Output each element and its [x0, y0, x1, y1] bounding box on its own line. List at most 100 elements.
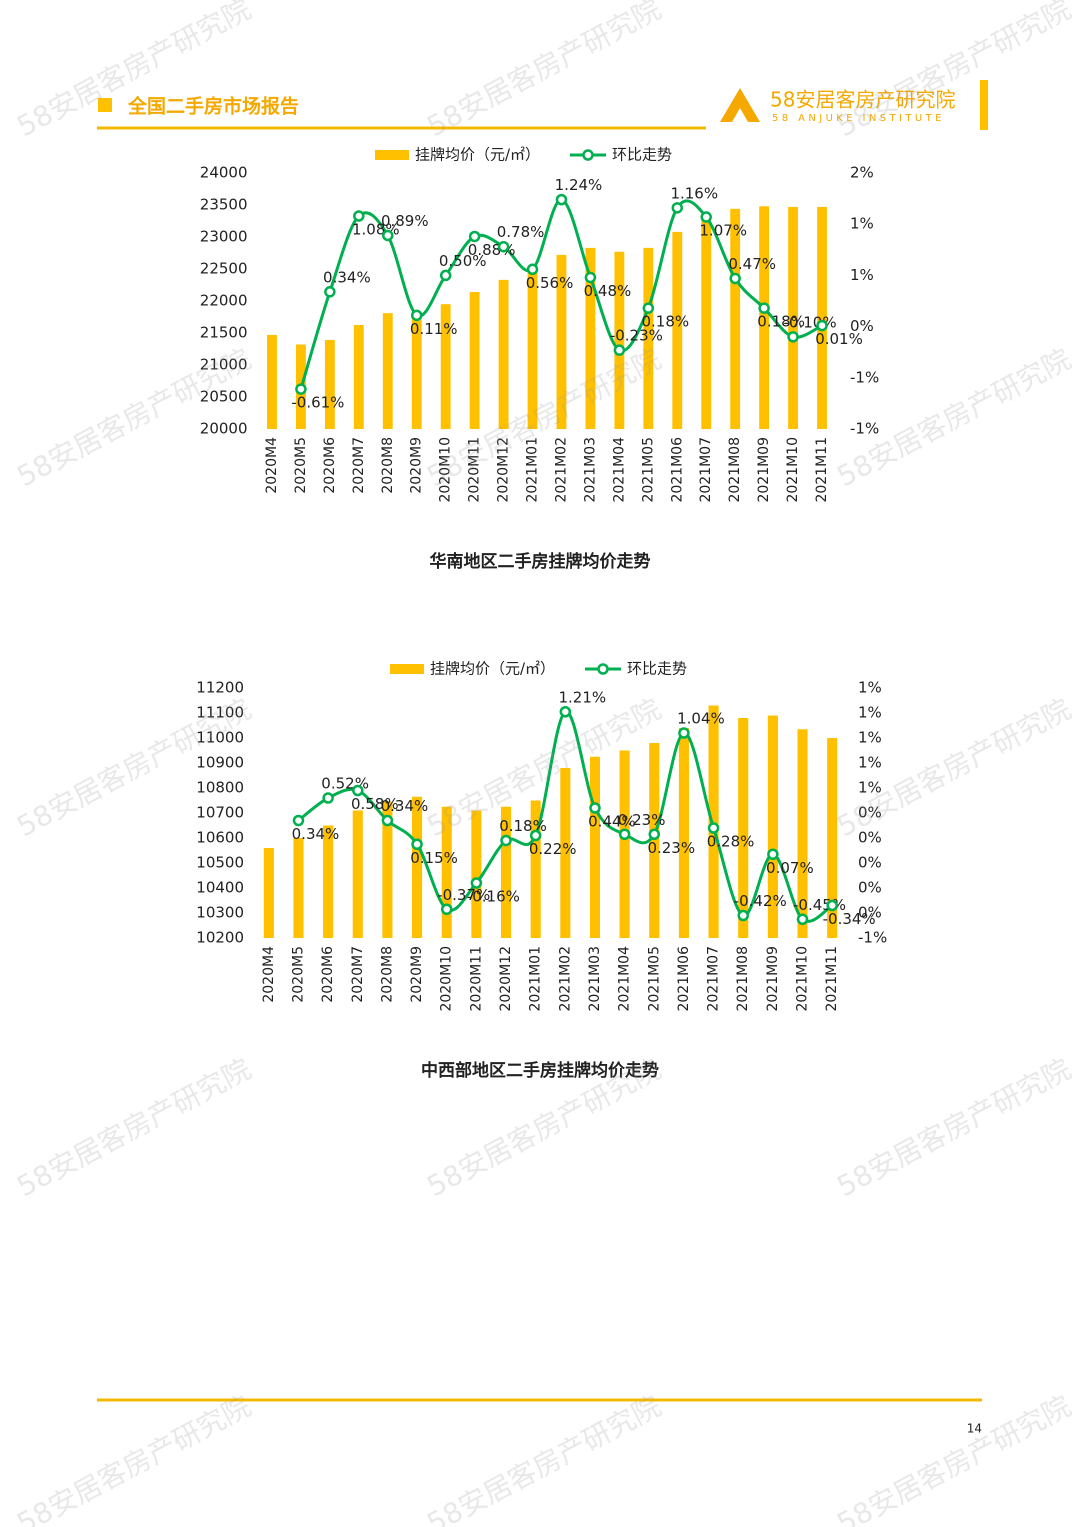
x-tick-label: 2020M11 — [467, 437, 483, 503]
line-marker — [613, 344, 626, 356]
data-label: 0.11% — [410, 320, 458, 338]
watermark: 58安居客房产研究院 — [422, 342, 667, 493]
line-marker — [526, 263, 539, 276]
data-label: 0.34% — [381, 797, 429, 815]
logo-en: 58 ANJUKE INSTITUTE — [772, 113, 945, 124]
bar — [469, 292, 480, 429]
line-marker — [707, 822, 720, 834]
bar — [353, 325, 364, 429]
logo-name: 58安居客房产研究院 — [770, 88, 955, 112]
line-marker — [700, 211, 712, 223]
watermark: 58安居客房产研究院 — [12, 0, 257, 143]
bar — [382, 801, 393, 938]
x-tick-label: 2021M02 — [553, 437, 569, 503]
legend-swatch — [375, 150, 409, 160]
bar — [323, 825, 334, 938]
line-marker — [500, 834, 512, 847]
bar — [440, 304, 451, 429]
y2-tick-label: 0% — [858, 879, 882, 897]
line-marker — [470, 877, 483, 889]
y-tick-label: 10300 — [196, 904, 244, 922]
line-marker — [737, 909, 749, 922]
y2-tick-label: 2% — [850, 164, 874, 182]
bar — [672, 231, 683, 429]
data-label: 0.78% — [497, 223, 545, 241]
y-tick-label: 11200 — [196, 679, 244, 697]
watermark: 58安居客房产研究院 — [422, 1389, 667, 1527]
y2-tick-label: 1% — [858, 779, 882, 797]
line-marker — [678, 727, 690, 739]
x-tick-label: 2021M10 — [785, 437, 801, 503]
line-marker — [439, 269, 452, 282]
x-tick-label: 2020M11 — [468, 946, 484, 1012]
x-tick-label: 2021M03 — [587, 946, 603, 1012]
bar — [759, 206, 770, 429]
y-tick-label: 10400 — [196, 879, 244, 897]
data-label: 1.21% — [558, 688, 606, 706]
y2-tick-label: -1% — [858, 929, 887, 947]
data-label: 0.01% — [815, 330, 863, 348]
y2-tick-label: 0% — [858, 904, 882, 922]
bar — [589, 756, 601, 938]
data-label: 0.89% — [381, 212, 429, 230]
bar — [738, 718, 749, 938]
y2-tick-label: 1% — [858, 704, 882, 722]
x-tick-label: 2020M8 — [379, 946, 395, 1003]
x-tick-label: 2021M11 — [824, 946, 840, 1012]
line-marker — [559, 706, 572, 718]
x-tick-label: 2021M04 — [617, 946, 633, 1012]
y2-tick-label: 0% — [858, 829, 882, 847]
line-marker — [411, 838, 423, 850]
data-label: -0.42% — [734, 892, 787, 910]
header-square — [98, 98, 112, 112]
bar — [730, 208, 741, 429]
x-tick-label: 2021M01 — [525, 437, 541, 503]
line-marker — [729, 272, 741, 285]
data-label: 0.22% — [529, 840, 577, 858]
watermark: 58安居客房产研究院 — [12, 342, 257, 493]
line-marker — [642, 302, 655, 314]
y-tick-label: 22000 — [200, 292, 248, 310]
data-label: -0.10% — [784, 313, 837, 331]
watermark: 58安居客房产研究院 — [832, 1052, 1077, 1203]
data-label: 0.23% — [618, 811, 666, 829]
line-marker — [440, 903, 453, 915]
line-marker — [555, 193, 568, 206]
y2-tick-label: -1% — [850, 420, 879, 438]
bar — [263, 848, 274, 938]
y-tick-label: 20000 — [200, 420, 248, 438]
header-title: 全国二手房市场报告 — [127, 95, 299, 118]
logo-icon — [720, 88, 760, 122]
chart: 20000 20500 21000 21500 22000 22500 23000 23500… — [200, 146, 879, 573]
y-tick-label: 10200 — [196, 929, 244, 947]
bar — [556, 254, 567, 429]
y2-tick-label: 1% — [858, 754, 882, 772]
line-marker — [353, 210, 365, 222]
watermark: 58安居客房产研究院 — [12, 1052, 257, 1203]
bar — [267, 334, 277, 429]
x-tick-label: 2021M06 — [676, 946, 692, 1012]
y-tick-label: 23500 — [200, 196, 248, 214]
y-tick-label: 11000 — [196, 729, 244, 747]
data-label: 0.34% — [292, 825, 340, 843]
data-label: -0.61% — [291, 394, 344, 412]
x-tick-label: 2021M08 — [727, 437, 743, 503]
data-label: 0.34% — [323, 268, 371, 286]
bar — [643, 247, 654, 429]
y-tick-label: 10700 — [196, 804, 244, 822]
x-tick-label: 2021M04 — [611, 437, 627, 503]
data-label: -0.34% — [823, 910, 876, 928]
line-marker — [767, 848, 779, 860]
line-marker — [816, 319, 828, 332]
y-tick-label: 10800 — [196, 779, 244, 797]
bar — [530, 800, 541, 938]
bar — [293, 838, 304, 938]
x-tick-label: 2020M9 — [409, 437, 425, 494]
watermark: 58安居客房产研究院 — [422, 0, 667, 143]
x-tick-label: 2020M4 — [264, 437, 280, 494]
line-marker — [787, 331, 799, 343]
y2-tick-label: 0% — [858, 804, 882, 822]
bar — [827, 738, 838, 938]
x-tick-label: 2021M01 — [528, 946, 544, 1012]
line-marker — [322, 792, 334, 804]
